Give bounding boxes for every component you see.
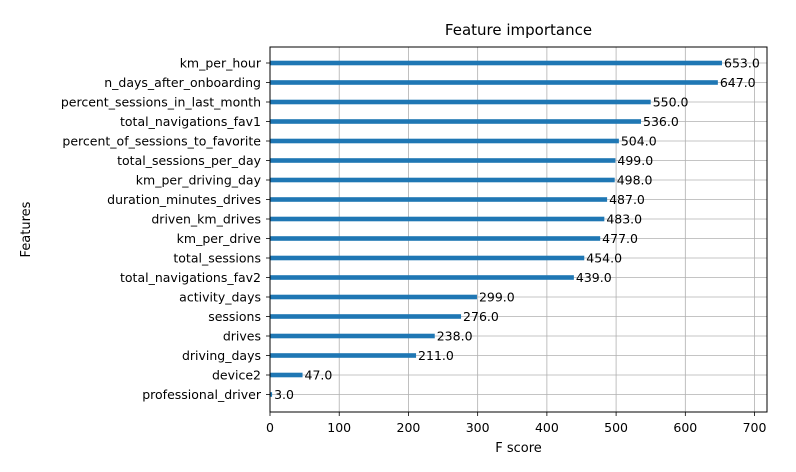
x-tick-label: 300 <box>466 420 490 435</box>
bars <box>270 60 723 397</box>
y-axis-ticks: km_per_hour n_days_after_onboardingpercen… <box>61 56 270 402</box>
x-tick-label: 600 <box>673 420 697 435</box>
bar <box>270 236 601 241</box>
y-tick-label: driving_days <box>182 348 261 363</box>
x-axis-label: F score <box>495 441 542 456</box>
y-tick-label: km_per_hour <box>180 56 262 71</box>
bar-value-label: 498.0 <box>617 173 653 188</box>
y-axis-label: Features <box>19 201 34 257</box>
y-tick-label: sessions <box>208 309 261 324</box>
plot-frame <box>269 46 768 413</box>
bar <box>270 216 605 222</box>
bar <box>270 99 651 105</box>
bar <box>270 177 615 183</box>
y-tick-label: total_navigations_fav2 <box>120 270 261 285</box>
y-tick-label: professional_driver <box>142 387 262 402</box>
y-tick-label: percent_of_sessions_to_favorite <box>62 134 261 149</box>
bar <box>270 333 435 339</box>
bar <box>270 255 585 261</box>
chart-title: Feature importance <box>445 21 592 39</box>
bar-value-label: 550.0 <box>653 95 689 110</box>
bar-value-label: 211.0 <box>418 348 454 363</box>
bar <box>270 138 619 144</box>
y-tick-label: drives <box>223 329 261 344</box>
bar <box>270 80 718 85</box>
bar-value-label: 3.0 <box>274 387 294 402</box>
bar-value-label: 653.0 <box>724 56 760 71</box>
y-tick-label: total_sessions_per_day <box>117 153 261 168</box>
y-tick-label: km_per_driving_day <box>136 173 262 188</box>
y-tick-label: activity_days <box>179 290 261 305</box>
bar <box>270 275 574 280</box>
y-tick-label: total_sessions <box>173 251 261 266</box>
bar-value-label: 504.0 <box>621 134 657 149</box>
bar <box>270 119 642 124</box>
bar <box>270 353 417 358</box>
bar-value-label: 299.0 <box>479 290 515 305</box>
bar-value-label: 276.0 <box>463 309 499 324</box>
bar-value-label: 477.0 <box>602 231 638 246</box>
bar-value-label: 439.0 <box>576 270 612 285</box>
bar-value-label: 536.0 <box>643 114 679 129</box>
y-tick-label: n_days_after_onboarding <box>104 75 261 90</box>
bar <box>270 372 303 378</box>
bar <box>270 314 462 319</box>
y-tick-label: km_per_drive <box>177 231 262 246</box>
y-tick-label: driven_km_drives <box>151 212 261 227</box>
x-tick-label: 400 <box>535 420 559 435</box>
x-tick-label: 200 <box>397 420 421 435</box>
bar <box>270 294 477 300</box>
y-tick-label: duration_minutes_drives <box>107 192 261 207</box>
bar-value-label: 47.0 <box>305 368 333 383</box>
bar-value-label: 454.0 <box>586 251 622 266</box>
bar-value-label: 487.0 <box>609 192 645 207</box>
bar-value-labels: 653.0 647.0 550.0 536.0 504.0 499.0 498.0 487.0… <box>274 56 760 403</box>
x-axis-ticks: 0 100 200 300 400 500 600 700 <box>266 412 767 435</box>
bar-value-label: 483.0 <box>606 212 642 227</box>
bar-value-label: 238.0 <box>437 329 473 344</box>
x-tick-label: 700 <box>743 420 767 435</box>
x-tick-label: 100 <box>327 420 351 435</box>
bar <box>270 392 273 397</box>
bar-value-label: 499.0 <box>617 153 653 168</box>
bar <box>270 197 608 202</box>
plot-area <box>270 47 767 412</box>
x-tick-label: 500 <box>604 420 628 435</box>
y-tick-label: percent_sessions_in_last_month <box>61 95 261 110</box>
bar <box>270 60 723 66</box>
y-tick-label: device2 <box>212 368 261 383</box>
x-tick-label: 0 <box>266 420 274 435</box>
bar <box>270 158 616 163</box>
bar-value-label: 647.0 <box>720 75 756 90</box>
y-tick-label: total_navigations_fav1 <box>120 114 261 129</box>
